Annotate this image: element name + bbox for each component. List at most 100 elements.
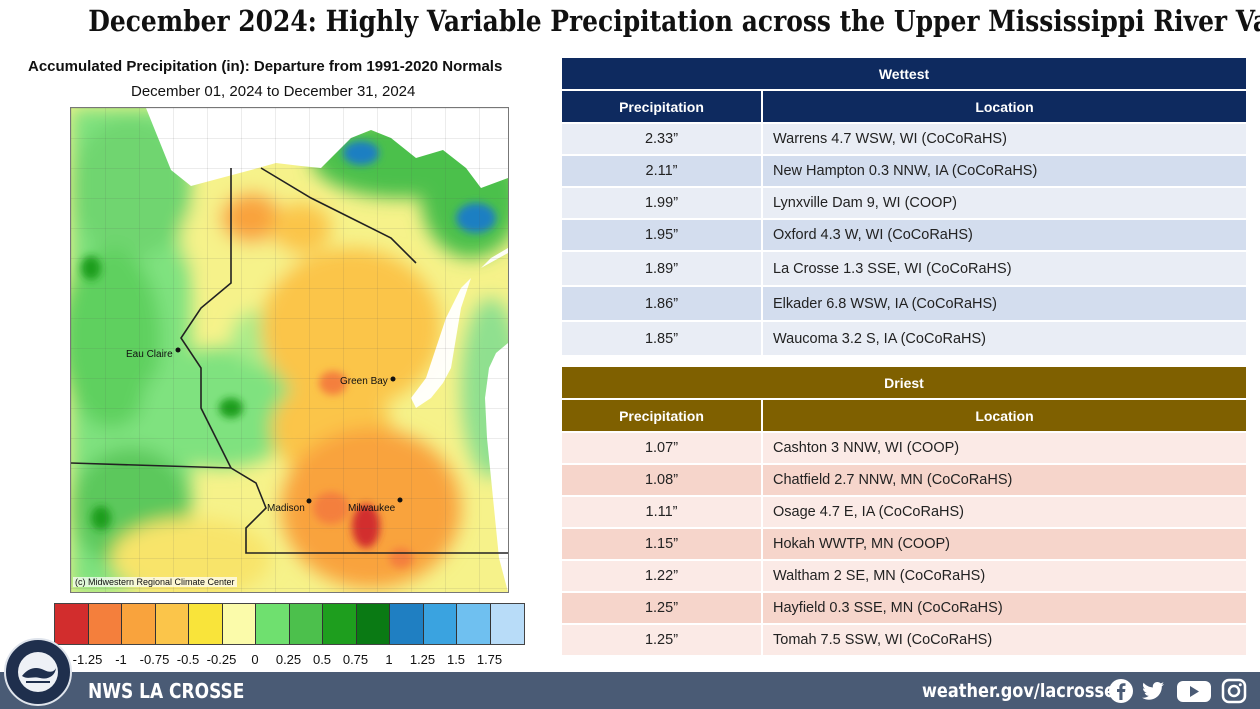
legend-swatch bbox=[390, 604, 424, 644]
map-date-range: December 01, 2024 to December 31, 2024 bbox=[131, 83, 416, 100]
legend-swatch bbox=[289, 604, 323, 644]
office-name: NWS LA CROSSE bbox=[88, 679, 245, 703]
table-row: 1.95” Oxford 4.3 W, WI (CoCoRaHS) bbox=[562, 220, 1246, 250]
legend-labels: -1.25 -1 -0.75 -0.5 -0.25 0 0.25 0.5 0.75 1 1.25 1.… bbox=[40, 652, 560, 670]
driest-col-location: Location bbox=[763, 400, 1246, 431]
precip-value: 2.11” bbox=[562, 156, 761, 186]
legend-swatch bbox=[88, 604, 122, 644]
precip-value: 1.86” bbox=[562, 287, 761, 320]
table-row: 2.33” Warrens 4.7 WSW, WI (CoCoRaHS) bbox=[562, 124, 1246, 154]
precip-value: 1.22” bbox=[562, 561, 761, 591]
city-label-eau-claire: Eau Claire bbox=[126, 349, 173, 360]
map-title: Accumulated Precipitation (in): Departur… bbox=[28, 58, 503, 75]
table-row: 1.08” Chatfield 2.7 NNW, MN (CoCoRaHS) bbox=[562, 465, 1246, 495]
legend-label: 1.25 bbox=[409, 652, 436, 667]
table-row: 1.89” La Crosse 1.3 SSE, WI (CoCoRaHS) bbox=[562, 252, 1246, 285]
location-value: Warrens 4.7 WSW, WI (CoCoRaHS) bbox=[763, 124, 1246, 154]
legend-swatch bbox=[323, 604, 357, 644]
wettest-header: Wettest bbox=[562, 58, 1246, 89]
city-label-milwaukee: Milwaukee bbox=[348, 503, 396, 514]
nws-logo bbox=[4, 638, 72, 706]
location-value: Osage 4.7 E, IA (CoCoRaHS) bbox=[763, 497, 1246, 527]
location-value: Chatfield 2.7 NNW, MN (CoCoRaHS) bbox=[763, 465, 1246, 495]
website-link[interactable]: weather.gov/lacrosse bbox=[922, 680, 1116, 702]
legend-label: 1.75 bbox=[476, 652, 503, 667]
precip-value: 1.25” bbox=[562, 593, 761, 623]
location-value: Lynxville Dam 9, WI (COOP) bbox=[763, 188, 1246, 218]
legend-label: -1.25 bbox=[72, 652, 103, 667]
precip-value: 1.25” bbox=[562, 625, 761, 655]
legend-label: -1 bbox=[115, 652, 127, 667]
legend-label: 0.25 bbox=[275, 652, 302, 667]
table-row: 1.25” Tomah 7.5 SSW, WI (CoCoRaHS) bbox=[562, 625, 1246, 655]
legend-swatch bbox=[423, 604, 457, 644]
table-row: 1.25” Hayfield 0.3 SSE, MN (CoCoRaHS) bbox=[562, 593, 1246, 623]
table-row: 1.99” Lynxville Dam 9, WI (COOP) bbox=[562, 188, 1246, 218]
location-value: Hayfield 0.3 SSE, MN (CoCoRaHS) bbox=[763, 593, 1246, 623]
precip-value: 1.07” bbox=[562, 433, 761, 463]
legend-label: 0.5 bbox=[312, 652, 332, 667]
driest-col-precipitation: Precipitation bbox=[562, 400, 761, 431]
driest-column-headers: Precipitation Location bbox=[562, 400, 1246, 431]
twitter-icon[interactable] bbox=[1140, 678, 1166, 704]
footer-bar: NWS LA CROSSE weather.gov/lacrosse bbox=[0, 672, 1260, 709]
map-svg bbox=[71, 108, 508, 592]
legend-swatch bbox=[55, 604, 89, 644]
table-row: 1.85” Waucoma 3.2 S, IA (CoCoRaHS) bbox=[562, 322, 1246, 355]
city-label-green-bay: Green Bay bbox=[340, 376, 388, 387]
table-row: 1.22” Waltham 2 SE, MN (CoCoRaHS) bbox=[562, 561, 1246, 591]
legend-label: -0.75 bbox=[139, 652, 170, 667]
table-row: 1.07” Cashton 3 NNW, WI (COOP) bbox=[562, 433, 1246, 463]
precip-value: 1.11” bbox=[562, 497, 761, 527]
map-copyright: (c) Midwestern Regional Climate Center bbox=[73, 577, 237, 587]
color-legend bbox=[54, 603, 525, 645]
facebook-icon[interactable] bbox=[1108, 678, 1134, 704]
wettest-rows: 2.33” Warrens 4.7 WSW, WI (CoCoRaHS) 2.11”… bbox=[562, 124, 1246, 355]
legend-label: 0.75 bbox=[342, 652, 369, 667]
precipitation-departure-map: Eau Claire Green Bay Madison Milwaukee (… bbox=[70, 107, 509, 593]
precip-value: 1.15” bbox=[562, 529, 761, 559]
precip-value: 2.33” bbox=[562, 124, 761, 154]
legend-swatch bbox=[256, 604, 290, 644]
city-label-madison: Madison bbox=[267, 503, 305, 514]
driest-rows: 1.07” Cashton 3 NNW, WI (COOP) 1.08” Chatfi… bbox=[562, 433, 1246, 655]
location-value: Cashton 3 NNW, WI (COOP) bbox=[763, 433, 1246, 463]
precip-value: 1.08” bbox=[562, 465, 761, 495]
nws-logo-emblem bbox=[18, 652, 58, 692]
location-value: Hokah WWTP, MN (COOP) bbox=[763, 529, 1246, 559]
location-value: Waucoma 3.2 S, IA (CoCoRaHS) bbox=[763, 322, 1246, 355]
legend-swatch bbox=[356, 604, 390, 644]
table-row: 2.11” New Hampton 0.3 NNW, IA (CoCoRaHS) bbox=[562, 156, 1246, 186]
table-row: 1.86” Elkader 6.8 WSW, IA (CoCoRaHS) bbox=[562, 287, 1246, 320]
precip-value: 1.99” bbox=[562, 188, 761, 218]
legend-label: -0.5 bbox=[176, 652, 200, 667]
wettest-table: Wettest Precipitation Location 2.33” Warr… bbox=[562, 58, 1246, 355]
legend-label: 1.5 bbox=[446, 652, 466, 667]
location-value: La Crosse 1.3 SSE, WI (CoCoRaHS) bbox=[763, 252, 1246, 285]
legend-label: 1 bbox=[385, 652, 393, 667]
legend-label: -0.25 bbox=[206, 652, 237, 667]
legend-swatch bbox=[490, 604, 524, 644]
table-row: 1.11” Osage 4.7 E, IA (CoCoRaHS) bbox=[562, 497, 1246, 527]
precip-value: 1.85” bbox=[562, 322, 761, 355]
legend-label: 0 bbox=[251, 652, 259, 667]
location-value: Elkader 6.8 WSW, IA (CoCoRaHS) bbox=[763, 287, 1246, 320]
location-value: Oxford 4.3 W, WI (CoCoRaHS) bbox=[763, 220, 1246, 250]
legend-swatch bbox=[189, 604, 223, 644]
precip-value: 1.89” bbox=[562, 252, 761, 285]
precip-value: 1.95” bbox=[562, 220, 761, 250]
wettest-col-location: Location bbox=[763, 91, 1246, 122]
page-title: December 2024: Highly Variable Precipita… bbox=[88, 4, 1260, 38]
legend-swatch bbox=[155, 604, 189, 644]
legend-swatch bbox=[122, 604, 156, 644]
instagram-icon[interactable] bbox=[1221, 678, 1247, 704]
legend-swatch bbox=[457, 604, 491, 644]
driest-header: Driest bbox=[562, 367, 1246, 398]
location-value: Tomah 7.5 SSW, WI (CoCoRaHS) bbox=[763, 625, 1246, 655]
driest-table: Driest Precipitation Location 1.07” Casht… bbox=[562, 367, 1246, 655]
location-value: New Hampton 0.3 NNW, IA (CoCoRaHS) bbox=[763, 156, 1246, 186]
wettest-col-precipitation: Precipitation bbox=[562, 91, 761, 122]
location-value: Waltham 2 SE, MN (CoCoRaHS) bbox=[763, 561, 1246, 591]
youtube-icon[interactable] bbox=[1176, 678, 1212, 704]
legend-swatch bbox=[222, 604, 256, 644]
